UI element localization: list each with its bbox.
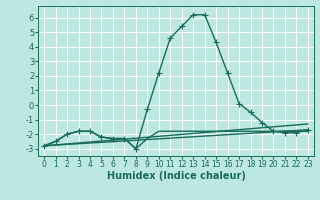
X-axis label: Humidex (Indice chaleur): Humidex (Indice chaleur) bbox=[107, 171, 245, 181]
